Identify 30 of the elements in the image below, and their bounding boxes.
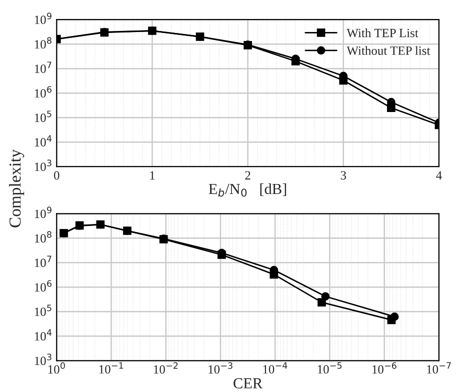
x-tick-label: 1 — [150, 171, 155, 180]
legend-label: Without TEP list — [346, 46, 430, 55]
x-tick-label: 10$^{−5}$ — [318, 362, 342, 374]
x-tick-label: 10$^{−2}$ — [154, 362, 178, 374]
text: E$_{b}$/N$_{0}$ [dB] — [208, 183, 286, 197]
x-tick-label: 4 — [436, 171, 442, 180]
y-tick-label: 10$^{6}$ — [34, 86, 52, 98]
y-tick-label: 10$^{8}$ — [34, 37, 52, 49]
y-tick-label: 10$^{4}$ — [34, 329, 52, 341]
y-tick-label: 10$^{9}$ — [34, 12, 52, 24]
y-tick-label: 10$^{7}$ — [34, 256, 52, 268]
y-tick-label: 10$^{5}$ — [34, 304, 52, 316]
y-tick-label: 10$^{7}$ — [34, 62, 52, 73]
x-tick-label: 10$^{−3}$ — [208, 362, 232, 374]
x-tick-label: 0 — [54, 171, 60, 180]
y-tick-label: 10$^{3}$ — [34, 160, 52, 172]
x-tick-label: 10$^{−7}$ — [427, 362, 451, 374]
y-tick-label: 10$^{5}$ — [34, 110, 52, 122]
x-axis-title: CER — [234, 378, 263, 388]
x-tick-label: 3 — [340, 171, 346, 180]
x-tick-label: 10$^{−4}$ — [263, 362, 288, 374]
y-tick-label: 10$^{9}$ — [34, 206, 52, 218]
y-tick-label: 10$^{6}$ — [34, 280, 52, 292]
x-tick-label: 10$^{−1}$ — [99, 362, 124, 374]
y-tick-label: 10$^{4}$ — [34, 135, 52, 146]
y-axis-title: Complexity — [8, 149, 24, 228]
x-tick-label: 10$^{−6}$ — [372, 362, 396, 374]
y-tick-label: 10$^{8}$ — [34, 231, 52, 243]
x-tick-label: 2 — [245, 171, 250, 180]
legend-label: With TEP List — [346, 28, 418, 38]
